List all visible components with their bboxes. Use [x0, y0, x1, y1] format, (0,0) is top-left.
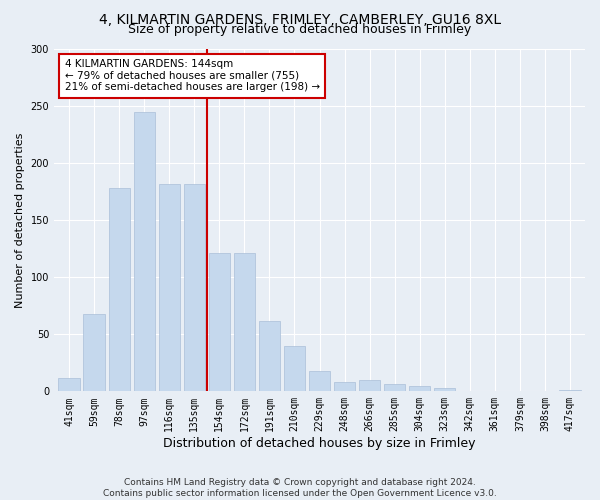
- Bar: [83, 314, 105, 392]
- Text: 4 KILMARTIN GARDENS: 144sqm
← 79% of detached houses are smaller (755)
21% of se: 4 KILMARTIN GARDENS: 144sqm ← 79% of det…: [65, 60, 320, 92]
- Bar: [134, 112, 155, 392]
- Bar: [209, 254, 230, 392]
- Text: 4, KILMARTIN GARDENS, FRIMLEY, CAMBERLEY, GU16 8XL: 4, KILMARTIN GARDENS, FRIMLEY, CAMBERLEY…: [99, 12, 501, 26]
- Bar: [384, 384, 406, 392]
- Bar: [334, 382, 355, 392]
- Bar: [109, 188, 130, 392]
- Bar: [259, 320, 280, 392]
- Bar: [58, 378, 80, 392]
- Bar: [309, 371, 330, 392]
- X-axis label: Distribution of detached houses by size in Frimley: Distribution of detached houses by size …: [163, 437, 476, 450]
- Bar: [409, 386, 430, 392]
- Y-axis label: Number of detached properties: Number of detached properties: [15, 132, 25, 308]
- Bar: [359, 380, 380, 392]
- Bar: [559, 390, 581, 392]
- Bar: [434, 388, 455, 392]
- Bar: [158, 184, 180, 392]
- Text: Contains HM Land Registry data © Crown copyright and database right 2024.
Contai: Contains HM Land Registry data © Crown c…: [103, 478, 497, 498]
- Bar: [184, 184, 205, 392]
- Bar: [234, 254, 255, 392]
- Bar: [284, 346, 305, 392]
- Text: Size of property relative to detached houses in Frimley: Size of property relative to detached ho…: [128, 22, 472, 36]
